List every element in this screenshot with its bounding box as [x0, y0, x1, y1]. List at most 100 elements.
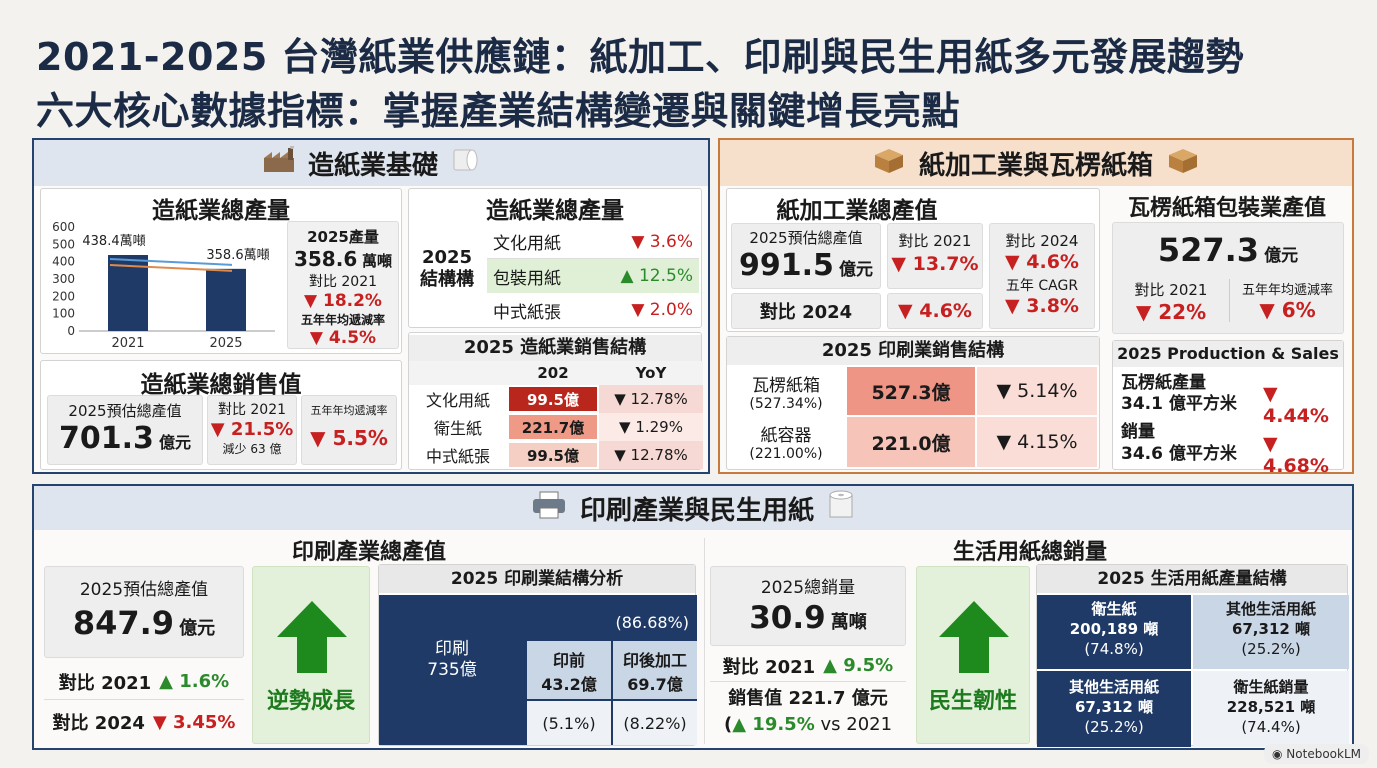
- x-tick-label: 2021: [111, 336, 144, 351]
- converting-total-title: 紙加工業總產值: [776, 198, 938, 224]
- structure-side-year: 2025: [421, 247, 473, 268]
- sales-cagr-label: 五年年均遞減率: [310, 404, 388, 417]
- factory-icon: [262, 144, 296, 181]
- structure-row-name: 包裝用紙: [493, 268, 561, 289]
- printing-pre-label: 印前: [552, 651, 585, 670]
- printing-post-label: 印後加工: [622, 651, 687, 670]
- structure-row: 包裝用紙 ▲ 12.5%: [487, 259, 699, 293]
- print-sales-row-value: 221.0億: [847, 417, 975, 467]
- tissue-title: 生活用紙總銷量: [952, 540, 1107, 565]
- printing-pre-value: 43.2億: [541, 675, 597, 694]
- carton-vs-label: 對比 2021: [1134, 281, 1208, 299]
- converting-b4-value: ▼ 3.8%: [1005, 295, 1079, 317]
- sales-row: 銷量 34.6 億平方米: [1121, 421, 1237, 465]
- box-icon: [871, 145, 907, 182]
- printing-vs2021-value: ▲ 1.6%: [159, 671, 230, 692]
- tissue-roll-icon: [826, 489, 856, 528]
- printing-pre-pct: (5.1%): [527, 701, 611, 745]
- output-card: 造紙業總產量 600 500 400 300 200 100 0 2021 438.4萬噸 202…: [40, 188, 402, 354]
- printing-analysis-pct: (86.68%): [615, 613, 690, 632]
- table-row-yoy: ▼ 12.78%: [599, 385, 703, 413]
- table-row-yoy: ▼ 1.29%: [599, 413, 703, 441]
- converting-b2-label: 對比 2024: [1005, 232, 1079, 250]
- structure-row-name: 文化用紙: [493, 234, 561, 254]
- tissue-quad-name: 衛生紙銷量: [1233, 678, 1309, 696]
- converting-b2-value: ▼ 4.6%: [1005, 251, 1079, 273]
- printing-est-unit: 億元: [179, 618, 216, 639]
- watermark-label: NotebookLM: [1286, 747, 1361, 761]
- structure-side-text: 結構構: [420, 269, 474, 290]
- carton-vs-value: ▼ 22%: [1135, 300, 1207, 324]
- tissue-quad-value: 67,312 噸: [1074, 698, 1154, 716]
- output-vs-label: 對比 2021: [308, 274, 378, 290]
- output-stat-label: 2025產量: [307, 228, 379, 246]
- structure-row-value: ▲ 12.5%: [620, 266, 693, 286]
- sales-est-label: 2025預估總產值: [68, 402, 182, 420]
- tissue-sales-unit: 萬噸: [830, 612, 867, 633]
- tissue-quad-value: 200,189 噸: [1069, 620, 1159, 638]
- sales-structure-title: 2025 造紙業銷售結構: [409, 335, 701, 361]
- converting-b4-label: 五年 CAGR: [1005, 278, 1079, 294]
- tissue-quad-pct: (25.2%): [1241, 640, 1301, 658]
- tissue-quad: 衛生紙銷量 228,521 噸 (74.4%): [1193, 671, 1349, 747]
- print-sales-row-label: 紙容器: [760, 426, 812, 446]
- tissue-quad-name: 其他生活用紙: [1225, 600, 1316, 618]
- trend-line-orange: [109, 264, 233, 272]
- sales-est-unit: 億元: [158, 433, 191, 452]
- papermaking-header: 造紙業基礎: [34, 140, 708, 186]
- converting-est-box: 2025預估總產值 991.5 億元: [731, 223, 881, 289]
- sales-vs-note: 減少 63 億: [222, 442, 282, 456]
- print-sales-row-name: 紙容器 (221.00%): [727, 421, 845, 462]
- converting-est-label: 2025預估總產值: [749, 229, 863, 247]
- structure-row-value: ▼ 3.6%: [631, 231, 693, 252]
- tissue-quad: 其他生活用紙 67,312 噸 (25.2%): [1037, 671, 1191, 747]
- converting-est-unit: 億元: [839, 260, 873, 280]
- printing-analysis-title: 2025 印刷業結構分析: [379, 565, 695, 593]
- prod-sales-card: 2025 Production & Sales 瓦楞紙產量 34.1 億平方米 …: [1112, 340, 1344, 477]
- sales-row-value: 34.6 億平方米: [1121, 444, 1237, 464]
- output-vs-value: ▼ 18.2%: [304, 291, 382, 311]
- print-sales-row-label: 瓦楞紙箱: [752, 376, 820, 396]
- output-cagr-value: ▼ 4.5%: [309, 328, 377, 348]
- table-row-name: 衛生紙: [433, 419, 482, 438]
- print-sales-title: 2025 印刷業銷售結構: [727, 337, 1099, 365]
- tissue-quad-value: 228,521 噸: [1226, 698, 1316, 716]
- notebooklm-watermark: ◉ NotebookLM: [1263, 744, 1369, 764]
- section-divider: [704, 538, 705, 744]
- tissue-quad: 其他生活用紙 67,312 噸 (25.2%): [1193, 595, 1349, 669]
- page-subtitle: 六大核心數據指標：掌握產業結構變遷與關鍵增長亮點: [36, 89, 961, 133]
- printing-main-label: 印刷: [435, 639, 469, 659]
- papermaking-header-label: 造紙業基礎: [307, 150, 438, 181]
- y-tick-label: 600: [52, 220, 75, 234]
- printing-header: 印刷產業與民生用紙: [34, 486, 1352, 530]
- tissue-vs-row: 對比 2021 ▲ 9.5%: [710, 650, 906, 682]
- tissue-value-vs: vs 2021: [820, 714, 893, 735]
- printing-vs2024-value: ▼ 3.45%: [152, 711, 236, 733]
- sales-structure-header-blank: [409, 361, 507, 385]
- carton-title: 瓦楞紙箱包裝業產值: [1127, 196, 1326, 221]
- output-stat-box: 2025產量 358.6 萬噸 對比 2021 ▼ 18.2% 五年年均遞減率 …: [287, 221, 399, 349]
- resilience-arrow-label: 民生韌性: [928, 689, 1017, 714]
- structure-row-value: ▼ 2.0%: [631, 300, 693, 320]
- output-cagr-label: 五年年均遞減率: [300, 313, 385, 327]
- output-title: 造紙業總產量: [152, 198, 290, 224]
- printing-main-value: 735億: [427, 660, 477, 680]
- y-tick-label: 500: [52, 237, 75, 251]
- printing-vs2021-row: 對比 2021 ▲ 1.6%: [44, 664, 244, 700]
- printing-total-title: 印刷產業總產值: [291, 540, 446, 565]
- converting-total-card: 紙加工業總產值 2025預估總產值 991.5 億元 對比 2024 對比 20…: [726, 188, 1100, 332]
- prod-row-change: ▼ 4.44%: [1263, 383, 1329, 427]
- converting-b1-label: 對比 2021: [898, 232, 972, 250]
- print-sales-row-sub: (527.34%): [749, 396, 823, 412]
- printing-est-box: 2025預估總產值 847.9 億元: [44, 566, 244, 658]
- printing-panel: 印刷產業與民生用紙 印刷產業總產值 2025預估總產值 847.9 億元 對比 …: [32, 484, 1354, 750]
- sales-cagr-value: ▼ 5.5%: [310, 426, 388, 450]
- output-stat-value: 358.6: [293, 247, 358, 271]
- bar-2021: [108, 255, 148, 331]
- sales-structure-card: 2025 造紙業銷售結構 202 YoY 文化用紙 99.5億 ▼ 12.78%…: [408, 332, 703, 470]
- printing-analysis-card: 2025 印刷業結構分析 (86.68%) 印刷 735億 印前 43.2億 印…: [378, 564, 697, 746]
- box-icon: [1165, 145, 1201, 182]
- y-tick-label: 100: [52, 307, 75, 321]
- printing-post-block: 印後加工 69.7億: [613, 641, 697, 699]
- structure-row-name: 中式紙張: [493, 302, 561, 323]
